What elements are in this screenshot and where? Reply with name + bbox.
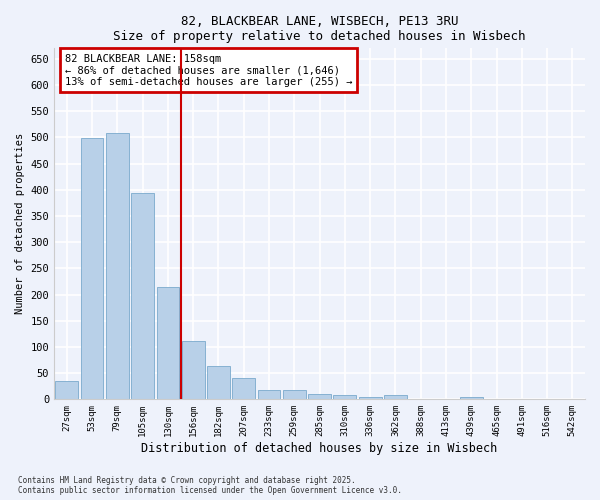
Text: Contains HM Land Registry data © Crown copyright and database right 2025.
Contai: Contains HM Land Registry data © Crown c… <box>18 476 402 495</box>
Bar <box>283 390 305 400</box>
Bar <box>157 286 179 400</box>
Bar <box>384 395 407 400</box>
Text: 82 BLACKBEAR LANE: 158sqm
← 86% of detached houses are smaller (1,646)
13% of se: 82 BLACKBEAR LANE: 158sqm ← 86% of detac… <box>65 54 352 87</box>
Bar <box>334 395 356 400</box>
Bar <box>409 399 432 400</box>
Bar <box>207 366 230 400</box>
Y-axis label: Number of detached properties: Number of detached properties <box>15 133 25 314</box>
Bar <box>232 378 255 400</box>
Bar <box>81 138 103 400</box>
Bar <box>182 340 205 400</box>
Bar <box>308 394 331 400</box>
Title: 82, BLACKBEAR LANE, WISBECH, PE13 3RU
Size of property relative to detached hous: 82, BLACKBEAR LANE, WISBECH, PE13 3RU Si… <box>113 15 526 43</box>
Bar <box>485 399 508 400</box>
X-axis label: Distribution of detached houses by size in Wisbech: Distribution of detached houses by size … <box>142 442 498 455</box>
Bar <box>561 399 584 400</box>
Bar <box>106 132 129 400</box>
Bar <box>460 396 482 400</box>
Bar <box>359 396 382 400</box>
Bar <box>131 194 154 400</box>
Bar <box>55 381 78 400</box>
Bar <box>257 390 280 400</box>
Bar <box>536 399 559 400</box>
